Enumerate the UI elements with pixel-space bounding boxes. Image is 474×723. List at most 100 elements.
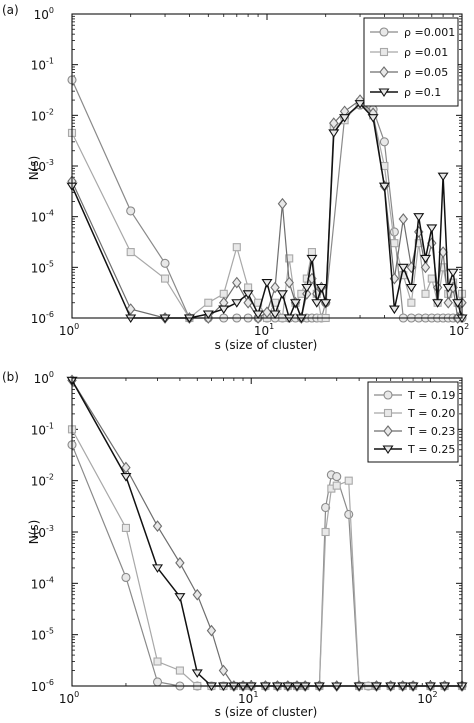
- legend-label: ρ =0.001: [404, 26, 455, 39]
- data-point: [152, 520, 163, 533]
- x-axis-label: s (size of cluster): [215, 338, 318, 352]
- data-point: [277, 197, 288, 210]
- legend-label: T = 0.19: [407, 389, 455, 402]
- legend-marker: [379, 66, 389, 78]
- data-point: [420, 261, 431, 274]
- data-point: [289, 299, 302, 308]
- panel-a: (a) 100 101 102 100 10-1 10-2 10-3 10-4 10-5 10-6 s…: [2, 3, 469, 352]
- y-tick-label: 10-1: [31, 57, 54, 73]
- panel-label: (a): [2, 3, 19, 17]
- data-point: [389, 227, 399, 237]
- legend-label: ρ =0.01: [404, 46, 448, 59]
- y-tick-label: 10-2: [31, 473, 54, 489]
- legend: ρ =0.001 ρ =0.01 ρ =0.05 ρ =0.1: [363, 17, 459, 107]
- y-axis-label: N(s): [27, 156, 41, 181]
- y-tick-label: 10-5: [31, 627, 54, 643]
- data-point: [413, 213, 425, 222]
- y-tick-label: 10-4: [31, 575, 54, 591]
- data-point: [420, 254, 432, 264]
- data-point: [421, 289, 430, 298]
- data-point: [398, 213, 409, 225]
- data-point: [367, 114, 379, 123]
- plot-frame: [71, 377, 463, 687]
- data-point: [379, 137, 389, 147]
- series-4: [66, 100, 468, 324]
- data-point: [125, 303, 136, 315]
- data-point: [301, 283, 313, 293]
- data-point: [206, 624, 217, 637]
- data-point: [120, 473, 132, 482]
- data-point: [307, 248, 316, 257]
- data-point: [443, 296, 453, 309]
- data-point: [321, 527, 330, 537]
- data-point: [121, 572, 131, 583]
- data-point: [191, 669, 203, 678]
- data-point: [121, 523, 131, 532]
- x-tick-label: 102: [449, 322, 469, 338]
- x-tick-label: 102: [417, 690, 437, 706]
- legend-label: T = 0.23: [407, 425, 455, 438]
- data-point: [219, 289, 228, 298]
- data-point: [397, 263, 409, 273]
- data-point: [285, 254, 294, 263]
- y-tick-label: 10-6: [31, 310, 54, 326]
- y-tick-label: 10-2: [31, 107, 54, 123]
- legend-label: ρ =0.1: [404, 86, 441, 99]
- data-point: [204, 298, 213, 307]
- data-point: [261, 279, 273, 288]
- panel-b: (b) 100 101 102 100 10-1 10-2 10-3 10-4 10-5 10-6 s…: [2, 370, 468, 719]
- data-point: [232, 243, 241, 252]
- x-tick-label: 100: [59, 322, 79, 338]
- data-point: [174, 593, 186, 602]
- legend-marker: [383, 425, 393, 437]
- data-point: [311, 299, 323, 308]
- data-point: [202, 310, 214, 320]
- data-point: [232, 276, 242, 289]
- y-tick-label: 10-6: [31, 678, 54, 694]
- data-point: [284, 276, 294, 289]
- series-line: [71, 429, 462, 687]
- x-axis-label: s (size of cluster): [215, 705, 318, 719]
- legend-marker: [379, 47, 389, 57]
- data-point: [243, 296, 253, 309]
- legend: T = 0.19 T = 0.20 T = 0.23 T = 0.25: [367, 381, 459, 463]
- y-tick-label: 10-5: [31, 259, 54, 275]
- data-point: [252, 310, 264, 320]
- data-point: [354, 100, 366, 109]
- y-tick-label: 100: [34, 6, 54, 22]
- data-point: [437, 172, 449, 182]
- y-tick-label: 10-4: [31, 209, 54, 225]
- data-point: [175, 557, 185, 569]
- data-point: [378, 182, 390, 192]
- y-tick-label: 10-3: [31, 524, 54, 540]
- data-point: [427, 274, 436, 283]
- data-point: [244, 283, 253, 292]
- data-point: [447, 268, 459, 278]
- data-point: [270, 281, 280, 294]
- data-point: [329, 117, 339, 130]
- data-point: [126, 248, 135, 257]
- data-point: [344, 476, 353, 485]
- data-point: [152, 677, 163, 687]
- plot-frame: [71, 13, 463, 319]
- y-tick-label: 10-3: [31, 158, 54, 174]
- legend-label: T = 0.20: [407, 407, 455, 420]
- y-tick-label: 100: [34, 370, 54, 386]
- data-point: [231, 299, 243, 308]
- legend-label: T = 0.25: [407, 443, 455, 456]
- legend-marker: [382, 445, 394, 455]
- data-point: [426, 224, 438, 233]
- legend-marker: [378, 88, 390, 98]
- data-point: [390, 239, 399, 248]
- data-point: [407, 298, 416, 307]
- series-line: [71, 444, 462, 687]
- data-point: [339, 114, 351, 123]
- data-point: [152, 564, 164, 573]
- data-point: [175, 666, 184, 675]
- data-point: [218, 664, 229, 677]
- legend-label: ρ =0.05: [404, 66, 448, 79]
- x-tick-label: 101: [254, 322, 274, 338]
- data-point: [432, 299, 444, 308]
- series-2: [67, 98, 467, 323]
